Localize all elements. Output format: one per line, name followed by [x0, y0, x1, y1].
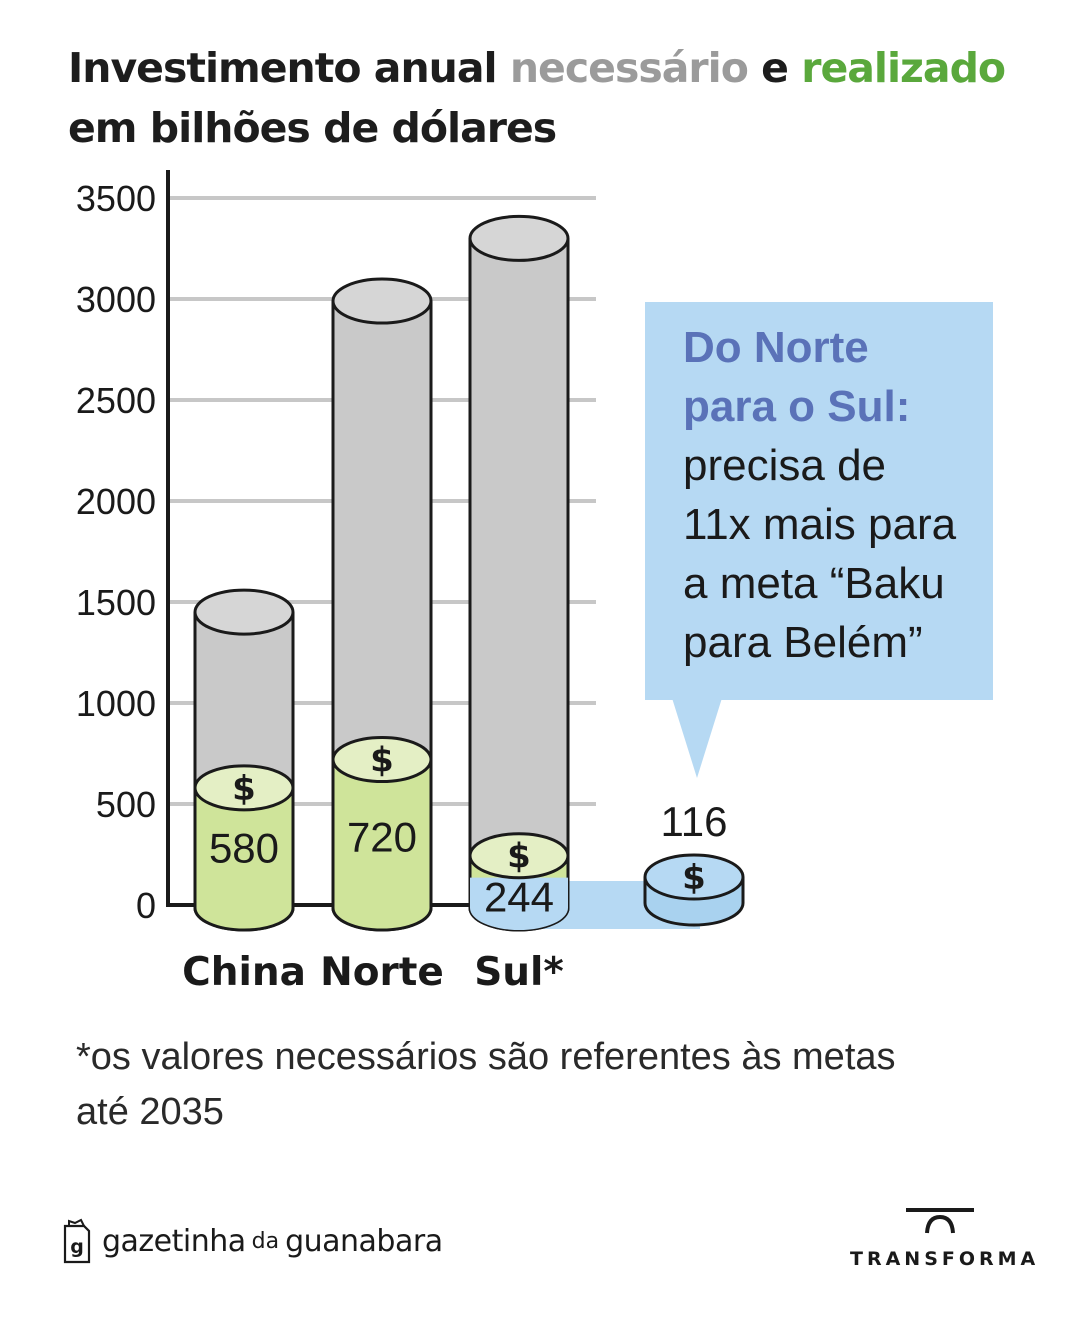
value-label-1: 720 [347, 814, 417, 861]
newspaper-icon: g [63, 1218, 91, 1264]
value-label-2: 244 [484, 874, 554, 921]
brand-gazetinha: g gazetinha da guanabara [62, 1218, 443, 1264]
callout-body-1: precisa de [683, 441, 887, 490]
callout-box [645, 302, 993, 700]
footnote-line-2: até 2035 [76, 1091, 224, 1133]
y-tick-label: 3000 [76, 279, 156, 320]
y-tick-label: 500 [96, 784, 156, 825]
dollar-icon: $ [232, 769, 256, 809]
cylinder-gap-part [470, 877, 568, 930]
cylinder-realized-0 [193, 787, 295, 932]
brand-left-small: da [251, 1228, 280, 1254]
value-label-0: 580 [209, 824, 279, 871]
y-tick-label: 2000 [76, 481, 156, 522]
title-part-realized: realizado [801, 44, 1006, 92]
category-label-1: Norte [320, 950, 444, 995]
category-label-2: Sul* [474, 950, 564, 995]
callout-text: Do Norte para o Sul: precisa de 11x mais… [683, 318, 993, 672]
coin-top-0 [193, 764, 295, 812]
callout-head-2: para o Sul: [683, 382, 911, 431]
cylinder-top-2 [468, 214, 570, 262]
transforma-logo-icon [906, 1208, 974, 1234]
cylinder-necessary-2 [468, 238, 570, 932]
y-tick-label: 0 [136, 885, 156, 926]
chart-title: Investimento anual necessário e realizad… [68, 38, 1048, 158]
title-part-1: Investimento anual [68, 44, 510, 92]
y-tick-label: 1500 [76, 582, 156, 623]
y-tick-label: 1000 [76, 683, 156, 724]
y-tick-label: 3500 [76, 178, 156, 219]
svg-text:g: g [70, 1236, 84, 1258]
title-part-3: e [747, 44, 802, 92]
cylinder-top-1 [331, 277, 433, 325]
brand-transforma: TRANSFORMA [850, 1205, 1040, 1270]
footnote-line-1: *os valores necessários são referentes à… [76, 1036, 896, 1078]
extra-coin-top [643, 853, 745, 901]
dollar-icon: $ [507, 837, 531, 877]
coin-top-2 [468, 832, 570, 880]
title-line-2: em bilhões de dólares [68, 104, 557, 152]
callout-head-1: Do Norte [683, 323, 869, 372]
callout-body-3: a meta “Baku [683, 559, 945, 608]
dollar-icon: $ [682, 858, 706, 898]
brand-left-name-1: gazetinha [102, 1223, 246, 1259]
callout-body-2: 11x mais para [683, 500, 957, 549]
dollar-icon: $ [370, 741, 394, 781]
callout-pointer [672, 698, 722, 778]
cylinder-realized-1 [331, 759, 433, 932]
cylinder-chart: 0 500 1000 1500 2000 2500 3000 3500 $580 China $72… [76, 170, 745, 995]
brand-left-name-2: guanabara [285, 1223, 443, 1259]
y-tick-label: 2500 [76, 380, 156, 421]
cylinder-top-0 [193, 588, 295, 636]
brand-right-name: TRANSFORMA [850, 1248, 1040, 1270]
coin-top-1 [331, 736, 433, 784]
category-label-0: China [182, 950, 306, 995]
title-part-necessary: necessário [509, 44, 749, 92]
footnote: *os valores necessários são referentes à… [76, 1030, 1036, 1140]
callout-body-4: para Belém” [683, 618, 923, 667]
extra-coin-label: 116 [661, 798, 728, 845]
